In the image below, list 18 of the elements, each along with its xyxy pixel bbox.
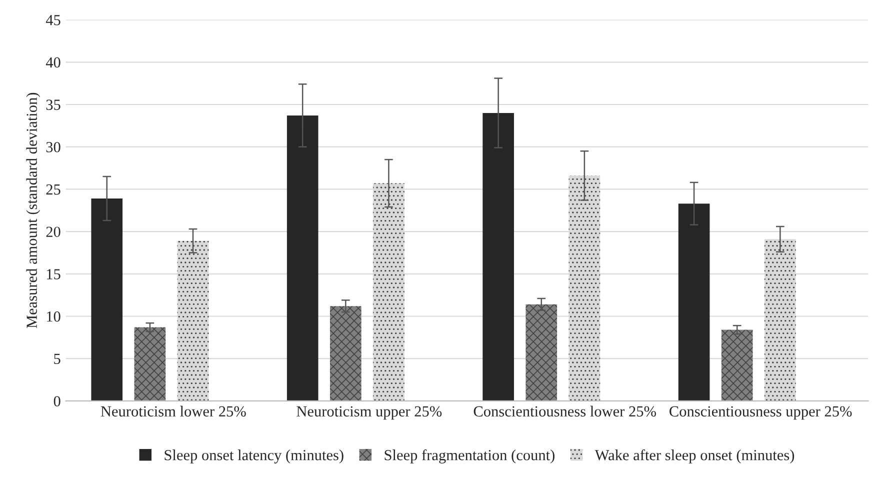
y-tick-label: 40 — [46, 57, 60, 68]
y-tick-label: 15 — [46, 269, 60, 280]
y-tick-label: 45 — [46, 15, 60, 26]
x-tick-label: Neuroticism lower 25% — [100, 406, 246, 417]
x-tick-label: Conscientiousness lower 25% — [474, 406, 656, 417]
y-tick-label: 25 — [46, 184, 60, 195]
y-tick-label: 10 — [46, 311, 60, 322]
y-tick-label: 20 — [46, 226, 60, 237]
y-axis-title: Measured amount (standard deviation) — [26, 92, 40, 328]
y-tick-label: 0 — [54, 396, 60, 406]
legend-label: Sleep onset latency (minutes) — [164, 450, 344, 464]
legend-label: Sleep fragmentation (count) — [384, 449, 554, 464]
y-tick-label: 30 — [46, 142, 60, 152]
y-tick-label: 35 — [46, 100, 60, 110]
x-tick-label: Neuroticism upper 25% — [296, 406, 442, 420]
legend-label: Wake after sleep onset (minutes) — [594, 449, 794, 464]
y-tick-label: 5 — [54, 354, 60, 364]
x-tick-label: Conscientiousness upper 25% — [670, 406, 852, 420]
